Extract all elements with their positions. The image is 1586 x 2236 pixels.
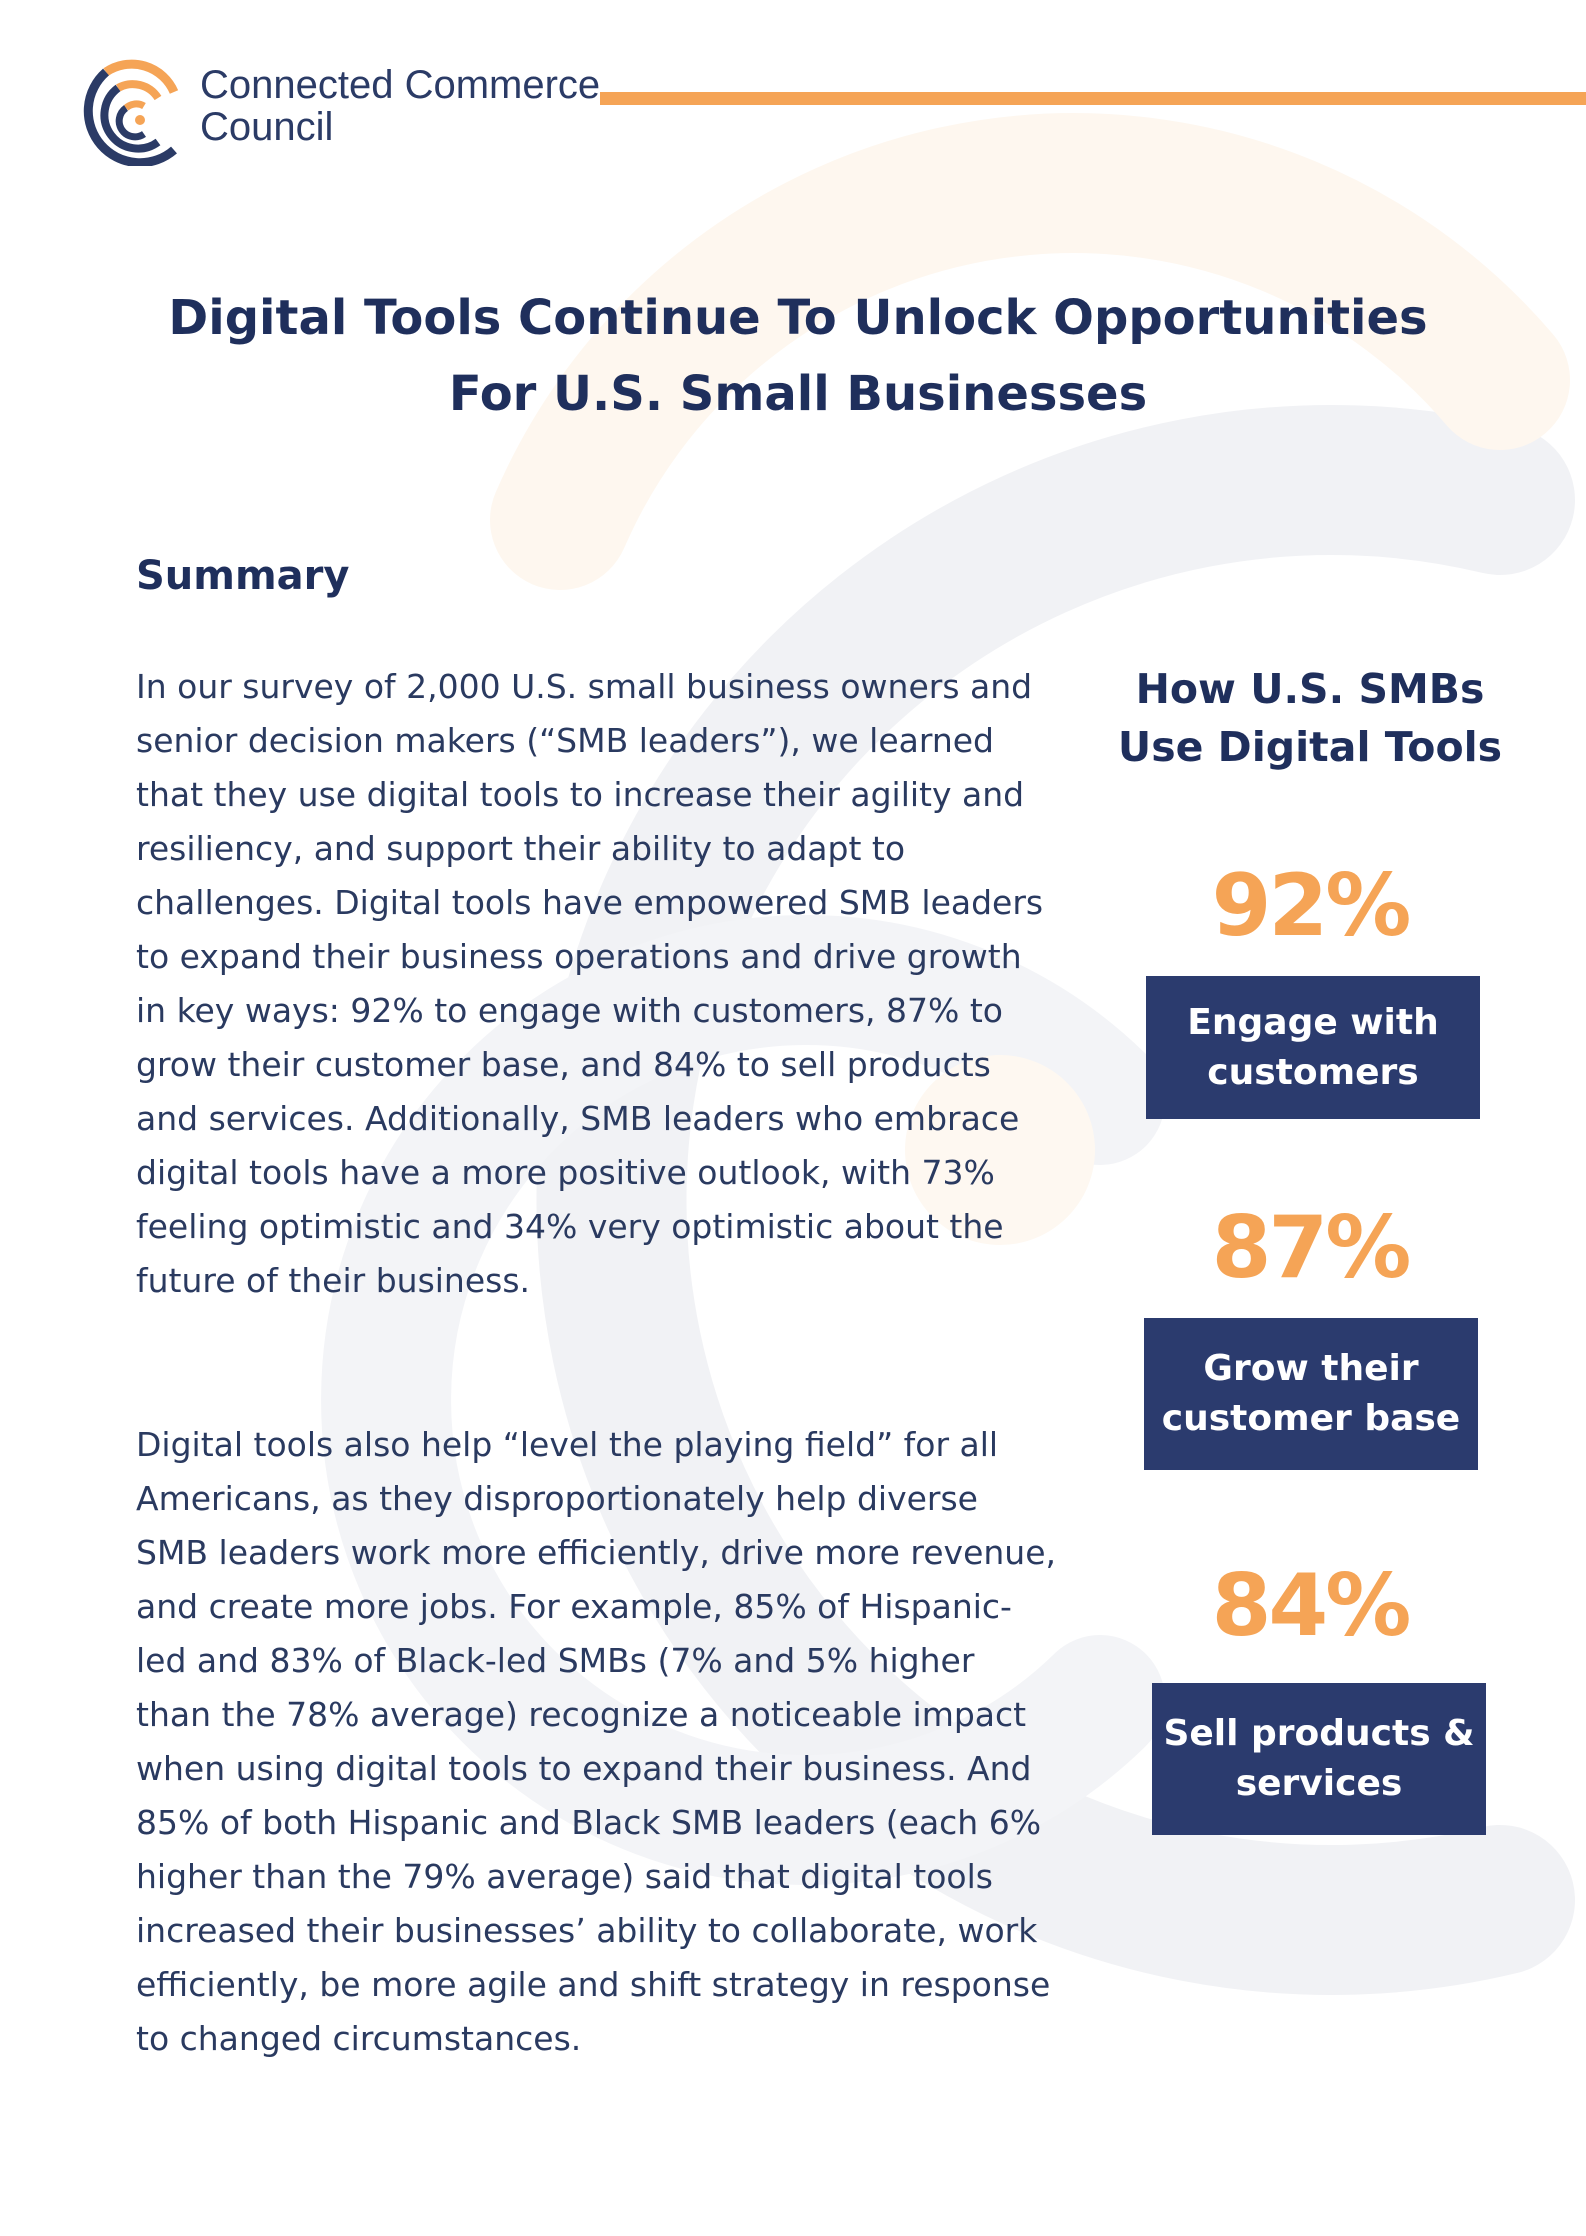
stat-label-grow-line1: Grow their	[1203, 1348, 1419, 1389]
organization-name: Connected Commerce Council	[200, 64, 600, 148]
sidebar-title-line2: Use Digital Tools	[1117, 723, 1503, 771]
stat-label-engage-line1: Engage with	[1187, 1001, 1439, 1043]
stat-label-engage-line2: customers	[1207, 1051, 1419, 1093]
stat-value-grow: 87%	[1211, 1198, 1412, 1298]
page-title-line2: For U.S. Small Businesses	[448, 366, 1148, 422]
stat-label-sell-line1: Sell products &	[1163, 1713, 1475, 1754]
sidebar-title-line1: How U.S. SMBs	[1135, 665, 1485, 713]
organization-name-line2: Council	[200, 105, 334, 149]
sidebar-title: How U.S. SMBs Use Digital Tools	[1110, 660, 1510, 776]
page-title: Digital Tools Continue To Unlock Opportu…	[80, 280, 1516, 432]
stat-label-box-sell: Sell products & services	[1152, 1683, 1486, 1835]
stat-label-box-engage: Engage with customers	[1146, 976, 1480, 1119]
summary-paragraph-1: In our survey of 2,000 U.S. small busine…	[136, 667, 1044, 1300]
summary-heading: Summary	[136, 553, 350, 599]
stat-value-sell: 84%	[1211, 1556, 1412, 1656]
stat-label-grow-line2: customer base	[1161, 1398, 1461, 1439]
header-accent-rule	[600, 92, 1586, 105]
organization-name-line1: Connected Commerce	[200, 63, 601, 107]
stat-label-box-grow: Grow their customer base	[1144, 1318, 1478, 1470]
summary-paragraph-2: Digital tools also help “level the playi…	[136, 1425, 1056, 2058]
stat-value-engage: 92%	[1211, 856, 1412, 956]
signal-arcs-icon	[83, 59, 179, 166]
stat-label-sell-line2: services	[1235, 1763, 1403, 1804]
page-title-line1: Digital Tools Continue To Unlock Opportu…	[168, 290, 1428, 346]
